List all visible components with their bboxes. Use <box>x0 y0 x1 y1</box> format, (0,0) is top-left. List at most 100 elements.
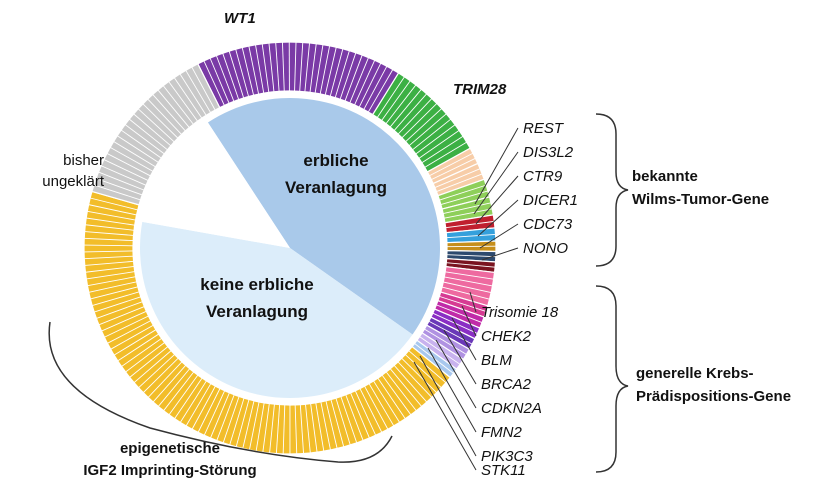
ring-segment-trim28-stripe <box>376 76 405 118</box>
leader-cdkn2a <box>435 339 477 409</box>
ring-segment-bisher-ungekl-rt <box>91 62 221 206</box>
ring-segment-bisher-ungekl-rt-stripe <box>162 85 194 125</box>
ring-segment-wt1-stripe <box>241 47 255 96</box>
ring-segment-igf2-stripe <box>191 385 216 430</box>
ring-segment-unlabeled-10-stripe <box>446 262 496 268</box>
ring-segment-wt1-stripe <box>309 43 317 93</box>
label-fmn2: FMN2 <box>481 424 522 441</box>
ring-segment-igf2-stripe <box>96 301 143 319</box>
ring-segment-wt1-stripe <box>235 49 250 97</box>
ring-segment-igf2-stripe <box>389 368 422 407</box>
ring-segment-igf2-stripe <box>305 404 311 454</box>
ring-segment-dicer1-stripe <box>443 202 492 215</box>
ring-segment-igf2-stripe <box>90 286 138 300</box>
ring-segment-igf2-stripe <box>84 260 134 266</box>
ring-segment-wt1-stripe <box>228 51 245 99</box>
ring-segment-igf2-stripe <box>203 390 226 436</box>
ring-segment-trisomie-18-stripe <box>445 271 494 280</box>
ring-segment-igf2-stripe <box>299 404 304 454</box>
ring-segment-bisher-ungekl-rt-stripe <box>113 141 156 168</box>
ring-segment-bisher-ungekl-rt-stripe <box>133 113 172 147</box>
ring-segment-igf2-stripe <box>294 404 298 454</box>
ring-segment-bisher-ungekl-rt-stripe <box>117 135 159 163</box>
ring-segment-wt1-stripe <box>358 62 382 108</box>
leader-fmn2 <box>427 347 477 433</box>
ring-segment-trim28-stripe <box>401 103 438 139</box>
ring-segment-igf2-stripe <box>216 394 235 441</box>
ring-segment-dicer1-stripe <box>444 208 493 219</box>
ring-segment-igf2-stripe <box>152 365 187 403</box>
ring-segment-wt1-stripe <box>215 55 235 102</box>
ring-segment-igf2-stripe <box>113 329 157 356</box>
ring-segment-igf2-stripe <box>163 371 195 411</box>
label-trisomie18: Trisomie 18 <box>481 304 559 321</box>
ring-segment-trim28-stripe <box>412 118 452 151</box>
ring-segment-wt1-stripe <box>319 45 331 95</box>
ring-segment-igf2-stripe <box>345 394 364 441</box>
ring-segment-trim28-stripe <box>415 124 456 155</box>
ring-segment-bisher-ungekl-rt-stripe <box>168 81 198 122</box>
ring-segment-igf2-stripe <box>147 361 183 398</box>
ring-segment-trim28-stripe <box>393 93 427 131</box>
leader-ctr9 <box>475 175 519 225</box>
ring-segment-igf2-stripe <box>269 404 275 454</box>
ring-segment-igf2-stripe <box>350 392 370 439</box>
ring-segment-igf2-stripe <box>235 399 250 447</box>
ring-segment-nono-stripe <box>446 233 496 239</box>
ring-segment-igf2-stripe <box>101 310 147 332</box>
group-cancer-1: generelle Krebs- <box>636 365 754 382</box>
ring-segment-bisher-ungekl-rt-stripe <box>147 98 182 135</box>
ring-segment-igf2-stripe <box>87 210 136 221</box>
ring-segment-wt1-stripe <box>344 54 363 102</box>
ring-segment-bisher-ungekl-rt-stripe <box>185 70 211 113</box>
ring-segment-igf2-stripe <box>335 397 351 446</box>
leader-brca2 <box>443 329 477 385</box>
ring-segment-igf2-stripe <box>242 400 255 449</box>
ring-segment-igf2-stripe <box>325 400 338 449</box>
ring-segment-igf2-stripe <box>85 266 135 273</box>
ring-segment-igf2-stripe <box>88 281 137 293</box>
label-chek2: CHEK2 <box>481 328 532 345</box>
ring-segment-trim28-stripe <box>424 141 467 168</box>
ring-segment-wt1-stripe <box>324 47 337 96</box>
ring-segment-igf2-stripe <box>255 402 265 452</box>
ring-segment-bisher-ungekl-rt-stripe <box>179 73 207 116</box>
ring-segment-trim28-stripe <box>418 130 460 159</box>
ring-segment-igf2-stripe <box>129 346 169 378</box>
ring-segment-wt1-stripe <box>268 43 275 92</box>
label-non-hereditary-1: keine erbliche <box>200 275 313 294</box>
ring-segment-trim28-stripe <box>381 80 411 121</box>
ring-segment-pik3c3-stripe <box>419 336 461 365</box>
ring-segment-igf2-stripe <box>275 404 281 454</box>
ring-segment-rest-stripe <box>429 152 474 177</box>
leader-nono <box>481 247 519 261</box>
ring-segment-igf2-stripe <box>229 397 245 446</box>
label-stk11: STK11 <box>481 462 526 479</box>
ring-segment-bisher-ungekl-rt-stripe <box>106 153 151 177</box>
ring-segment-igf2-stripe <box>310 403 318 453</box>
ring-segment-wt1-stripe <box>282 42 285 92</box>
ring-segment-rest-stripe <box>431 157 476 181</box>
ring-segment-igf2-stripe <box>393 365 428 403</box>
ring-segment-igf2-stripe <box>354 390 377 436</box>
ring-segment-dis3l2-stripe <box>434 168 481 188</box>
ring-segment-igf2-stripe <box>104 315 149 338</box>
group-epi-1: epigenetische <box>120 440 220 457</box>
label-rest: REST <box>523 120 565 137</box>
ring-segment-bisher-ungekl-rt-stripe <box>152 94 186 132</box>
ring-segment-igf2-stripe <box>84 244 134 247</box>
ring-segment-trim28-stripe <box>389 89 422 128</box>
label-trim28: TRIM28 <box>453 81 507 98</box>
ring-segment-igf2-stripe <box>92 291 140 306</box>
group-wilms-2: Wilms-Tumor-Gene <box>632 191 769 208</box>
leader-lines <box>413 127 519 471</box>
ring-segment-ctr9-stripe <box>439 184 487 201</box>
ring-segment-igf2-stripe <box>168 374 199 416</box>
ring-segment-igf2-stripe <box>94 296 141 313</box>
ring-segment-igf2-stripe <box>340 396 358 444</box>
ring-segment-igf2-stripe <box>138 354 175 389</box>
group-cancer-2: Prädispositions-Gene <box>636 388 791 405</box>
ring-segment-wt1-stripe <box>354 60 376 106</box>
group-epi-2: IGF2 Imprinting-Störung <box>83 462 256 479</box>
